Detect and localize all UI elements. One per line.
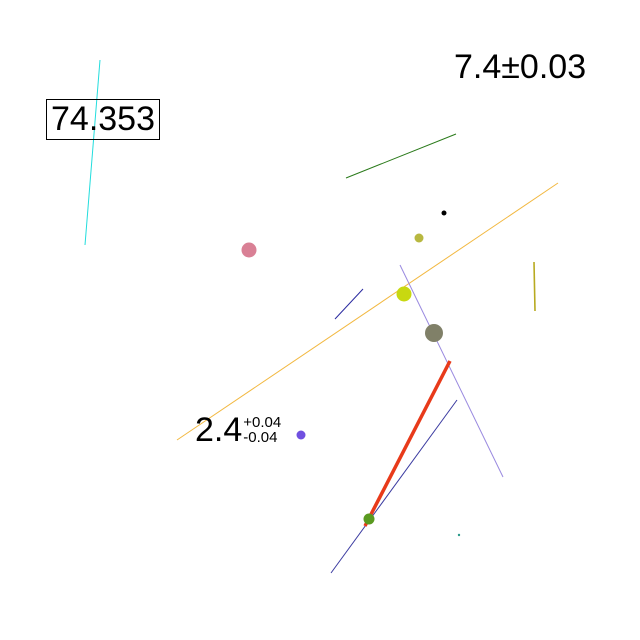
asymmetric-error-label: 2.4 +0.04 -0.04 bbox=[195, 413, 281, 447]
olive-dot bbox=[414, 233, 424, 243]
cyan-line bbox=[84, 59, 101, 246]
teal-dot bbox=[457, 533, 461, 537]
green-dot bbox=[363, 513, 375, 525]
purple-dot bbox=[296, 430, 306, 440]
navy-line bbox=[334, 288, 364, 320]
orange-line bbox=[176, 182, 559, 441]
asym-plus-error: +0.04 bbox=[243, 414, 282, 431]
blue-line bbox=[330, 399, 458, 574]
top-right-value-label: 7.4±0.03 bbox=[454, 48, 587, 86]
green-line bbox=[345, 133, 457, 179]
red-line bbox=[363, 360, 452, 527]
black-dot bbox=[441, 210, 447, 216]
lavender-line bbox=[399, 264, 504, 478]
gray-dot bbox=[425, 324, 443, 342]
asym-main-value: 2.4 bbox=[195, 411, 243, 449]
lime-dot bbox=[396, 286, 412, 302]
asym-error-stack: +0.04 -0.04 bbox=[243, 415, 281, 445]
boxed-value-label: 74.353 bbox=[46, 99, 160, 140]
pink-dot bbox=[241, 242, 257, 258]
olive-line bbox=[533, 261, 536, 312]
asym-minus-error: -0.04 bbox=[243, 429, 278, 446]
